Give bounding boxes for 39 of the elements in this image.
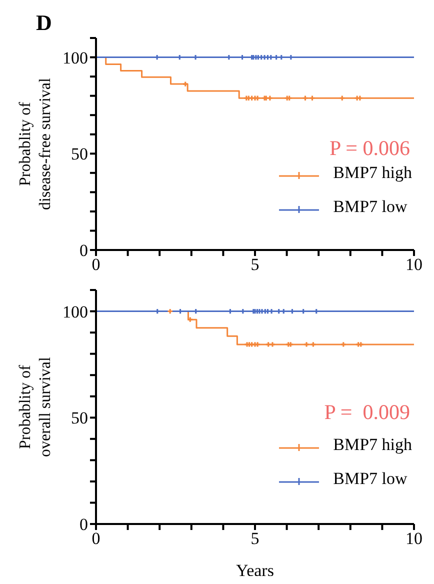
x-tick-label: 5: [250, 255, 260, 274]
chart-title: D: [36, 10, 52, 36]
point: [270, 342, 275, 347]
x-tick-label: 10: [406, 255, 422, 274]
y-tick-label: 50: [71, 408, 88, 428]
legend-label: BMP7 low: [333, 197, 408, 217]
point: [341, 342, 346, 347]
y-axis-title: Probablity of disease-free survival: [17, 77, 54, 210]
point: [188, 317, 192, 322]
point: [302, 96, 308, 100]
point: [358, 96, 362, 100]
point: [255, 96, 260, 100]
y-tick-label: 0: [80, 515, 88, 534]
legend-label: BMP7 high: [333, 435, 412, 455]
point: [266, 342, 271, 347]
annotation: P = 0.009: [324, 400, 410, 425]
x-axis-title: Years: [236, 561, 274, 580]
point: [168, 308, 172, 314]
y-tick-label: 100: [62, 48, 88, 68]
point: [287, 96, 292, 100]
point: [255, 342, 260, 347]
point: [310, 96, 315, 100]
y-tick-label: 50: [71, 144, 88, 164]
point: [310, 342, 316, 347]
point: [304, 342, 309, 347]
x-tick-label: 0: [92, 529, 100, 548]
x-tick-label: 0: [92, 255, 100, 274]
point: [183, 82, 188, 86]
x-tick-label: 5: [250, 529, 260, 548]
x-tick-label: 10: [406, 529, 422, 548]
point: [268, 96, 272, 100]
point: [358, 342, 364, 347]
legend-label: BMP7 high: [333, 163, 412, 183]
point: [340, 96, 344, 100]
y-tick-label: 100: [62, 302, 88, 322]
annotation: P = 0.006: [330, 136, 410, 161]
y-tick-label: 0: [80, 241, 88, 260]
legend-label: BMP7 low: [333, 469, 408, 489]
y-axis-title: Probablity of overall survival: [17, 356, 54, 457]
